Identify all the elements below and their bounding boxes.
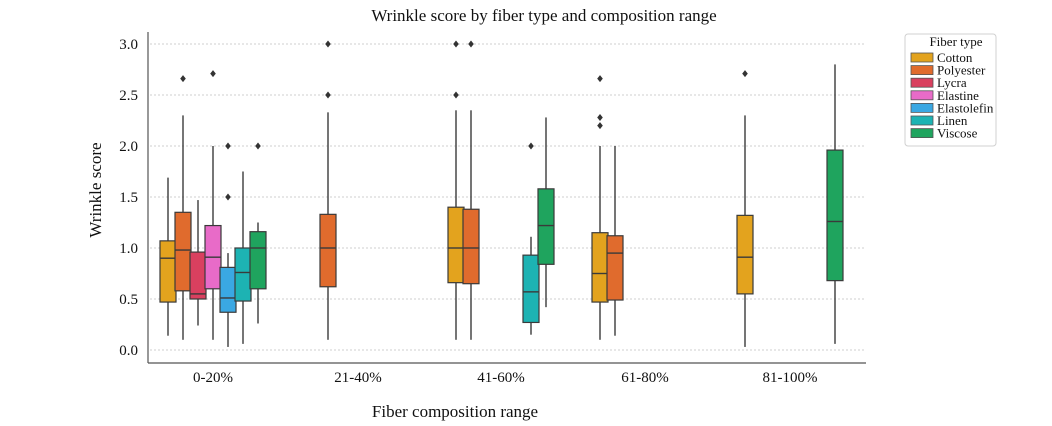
legend-label: Lycra bbox=[937, 75, 967, 90]
box bbox=[189, 200, 207, 326]
iqr-box bbox=[159, 240, 177, 303]
legend-swatch bbox=[910, 77, 934, 88]
iqr-box bbox=[462, 208, 480, 285]
y-axis-label: Wrinkle score bbox=[86, 142, 105, 237]
y-tick-labels: 0.0 0.5 1.0 1.5 2.0 2.5 3.0 bbox=[119, 37, 138, 359]
iqr-box bbox=[606, 235, 624, 301]
y-tick-label: 0.0 bbox=[119, 343, 138, 359]
y-tick-label: 3.0 bbox=[119, 37, 138, 53]
legend-swatch bbox=[910, 52, 934, 63]
box bbox=[174, 75, 192, 340]
iqr-box bbox=[249, 231, 267, 290]
legend-label: Linen bbox=[937, 113, 968, 128]
iqr-box bbox=[234, 247, 252, 302]
x-tick-label: 61-80% bbox=[621, 370, 669, 386]
y-tick-label: 0.5 bbox=[119, 292, 138, 308]
outlier-point bbox=[255, 142, 261, 150]
legend-label: Elastine bbox=[937, 88, 979, 103]
series-viscose bbox=[249, 64, 844, 344]
outlier-point bbox=[210, 70, 216, 78]
box bbox=[462, 40, 480, 340]
box bbox=[826, 64, 844, 344]
box-series bbox=[159, 40, 844, 347]
outlier-point bbox=[597, 75, 603, 83]
outlier-point bbox=[225, 142, 231, 150]
outlier-point bbox=[528, 142, 534, 150]
iqr-box bbox=[736, 214, 754, 295]
outlier-point bbox=[468, 40, 474, 48]
x-tick-labels: 0-20% 21-40% 41-60% 61-80% 81-100% bbox=[193, 370, 818, 386]
box bbox=[447, 40, 465, 340]
legend-label: Viscose bbox=[937, 126, 978, 141]
outlier-point bbox=[597, 113, 603, 121]
box bbox=[159, 177, 177, 336]
legend-label: Polyester bbox=[937, 63, 986, 78]
box bbox=[522, 142, 540, 335]
outlier-point bbox=[453, 40, 459, 48]
x-tick-label: 21-40% bbox=[334, 370, 382, 386]
series-elastolefin bbox=[219, 142, 237, 347]
y-tick-label: 1.5 bbox=[119, 190, 138, 206]
iqr-box bbox=[537, 188, 555, 265]
iqr-box bbox=[522, 254, 540, 324]
series-lycra bbox=[189, 200, 207, 326]
y-tick-label: 1.0 bbox=[119, 241, 138, 257]
box bbox=[319, 40, 337, 340]
box bbox=[606, 146, 624, 336]
box bbox=[234, 171, 252, 344]
axes bbox=[147, 32, 866, 364]
iqr-box bbox=[174, 211, 192, 292]
iqr-box bbox=[826, 149, 844, 282]
legend-swatch bbox=[910, 128, 934, 139]
outlier-point bbox=[180, 75, 186, 83]
box bbox=[591, 75, 609, 340]
iqr-box bbox=[591, 232, 609, 303]
legend-swatch bbox=[910, 65, 934, 75]
iqr-box bbox=[189, 251, 207, 300]
box bbox=[249, 142, 267, 324]
iqr-box bbox=[219, 266, 237, 313]
legend-swatch bbox=[910, 90, 934, 101]
box bbox=[204, 70, 222, 340]
box bbox=[736, 70, 754, 347]
outlier-point bbox=[453, 91, 459, 99]
legend: Fiber type CottonPolyesterLycraElastineE… bbox=[904, 33, 997, 147]
iqr-box bbox=[319, 213, 337, 288]
legend-label: Cotton bbox=[937, 50, 973, 65]
x-tick-label: 0-20% bbox=[193, 370, 233, 386]
legend-label: Elastolefin bbox=[937, 100, 994, 115]
outlier-point bbox=[742, 70, 748, 78]
x-tick-label: 81-100% bbox=[763, 370, 818, 386]
y-tick-label: 2.0 bbox=[119, 139, 138, 155]
outlier-point bbox=[325, 40, 331, 48]
y-tick-label: 2.5 bbox=[119, 88, 138, 104]
series-elastine bbox=[204, 70, 222, 340]
chart-title: Wrinkle score by fiber type and composit… bbox=[371, 6, 716, 25]
box bbox=[537, 117, 555, 308]
outlier-point bbox=[225, 193, 231, 201]
series-polyester bbox=[174, 40, 624, 340]
legend-title: Fiber type bbox=[929, 34, 982, 49]
box bbox=[219, 142, 237, 347]
legend-swatch bbox=[910, 103, 934, 113]
iqr-box bbox=[447, 206, 465, 284]
outlier-point bbox=[597, 122, 603, 130]
x-axis-label: Fiber composition range bbox=[372, 402, 538, 421]
outlier-point bbox=[325, 91, 331, 99]
series-cotton bbox=[159, 40, 754, 347]
legend-swatch bbox=[910, 115, 934, 126]
series-linen bbox=[234, 142, 540, 344]
x-tick-label: 41-60% bbox=[477, 370, 525, 386]
